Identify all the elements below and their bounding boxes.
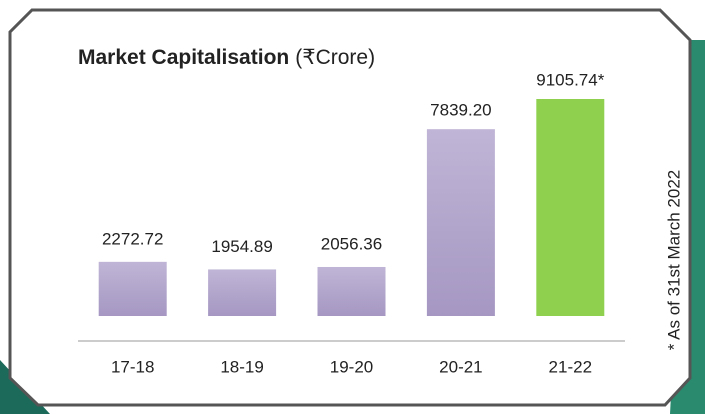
value-label: 2272.72: [102, 229, 163, 248]
card-frame: [8, 8, 692, 407]
title-unit: (₹Crore): [295, 46, 375, 69]
x-tick-label: 17-18: [111, 357, 154, 376]
bar: [426, 129, 495, 316]
x-tick-label: 18-19: [220, 357, 263, 376]
bar: [208, 269, 277, 316]
title-main: Market Capitalisation: [78, 46, 289, 69]
x-tick-label: 20-21: [439, 357, 482, 376]
x-tick-label: 21-22: [549, 357, 592, 376]
value-label: 1954.89: [211, 237, 272, 256]
bar: [98, 261, 167, 316]
x-tick-label: 19-20: [330, 357, 373, 376]
value-label: 2056.36: [321, 234, 382, 253]
value-label: 9105.74*: [536, 70, 604, 89]
chart-title: Market Capitalisation (₹Crore): [78, 46, 375, 69]
footnote: * As of 31st March 2022: [664, 170, 683, 351]
bar: [536, 99, 605, 316]
value-label: 7839.20: [430, 101, 491, 120]
bar: [317, 266, 386, 316]
